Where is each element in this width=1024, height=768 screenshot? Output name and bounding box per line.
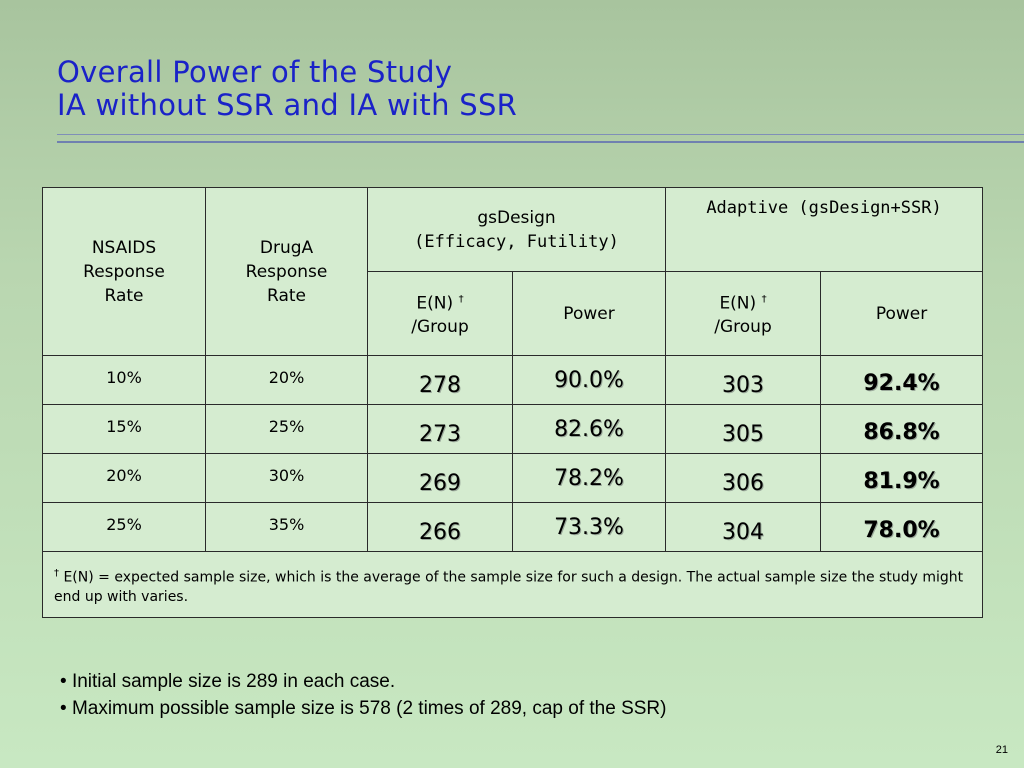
cell-nsaids: 15% xyxy=(42,404,206,454)
cell-ad-en: 305 xyxy=(665,404,822,454)
cell-ad-power: 86.8% xyxy=(820,404,984,454)
cell-gs-power: 78.2% xyxy=(511,453,667,503)
header-adaptive: Adaptive (gsDesign+SSR) xyxy=(665,187,984,272)
cell-ad-power: 78.0% xyxy=(820,502,984,552)
cell-druga: 35% xyxy=(205,502,368,552)
cell-gs-en: 278 xyxy=(367,355,513,405)
cell-druga: 30% xyxy=(205,453,368,503)
table-row: 25% 35% 266 73.3% 304 78.0% xyxy=(42,502,984,552)
cell-nsaids: 25% xyxy=(42,502,206,552)
bullet-item: • Maximum possible sample size is 578 (2… xyxy=(60,698,667,719)
cell-ad-en: 304 xyxy=(665,502,822,552)
table-row: 10% 20% 278 90.0% 303 92.4% xyxy=(42,355,984,405)
footnote-row: † E(N) = expected sample size, which is … xyxy=(41,551,984,618)
power-table: NSAIDS Response Rate DrugA Response Rate… xyxy=(41,187,984,618)
footnote-text: E(N) = expected sample size, which is th… xyxy=(54,569,964,605)
header-druga: DrugA Response Rate xyxy=(205,187,368,356)
cell-gs-power: 82.6% xyxy=(511,404,667,454)
page-number: 21 xyxy=(995,744,1008,756)
cell-druga: 25% xyxy=(205,404,368,454)
cell-nsaids: 10% xyxy=(42,355,206,405)
table-row: 20% 30% 269 78.2% 306 81.9% xyxy=(42,453,984,503)
cell-gs-en: 266 xyxy=(367,502,513,552)
header-gsdesign: gsDesign (Efficacy, Futility) xyxy=(366,187,667,272)
dagger-mark: † xyxy=(54,568,59,579)
cell-gs-en: 269 xyxy=(367,453,513,503)
cell-gs-en: 273 xyxy=(367,404,513,454)
cell-gs-power: 90.0% xyxy=(511,355,667,405)
cell-nsaids: 20% xyxy=(42,453,206,503)
header-ad-en: E(N) † /Group xyxy=(665,271,822,356)
table-row: 15% 25% 273 82.6% 305 86.8% xyxy=(42,404,984,454)
title-underline xyxy=(57,134,1024,143)
cell-gs-power: 73.3% xyxy=(511,502,667,552)
header-gs-en: E(N) † /Group xyxy=(367,271,513,356)
header-ad-power: Power xyxy=(820,271,984,356)
header-row-1: NSAIDS Response Rate DrugA Response Rate… xyxy=(42,187,984,356)
header-nsaids: NSAIDS Response Rate xyxy=(42,187,206,356)
cell-ad-power: 81.9% xyxy=(820,453,984,503)
footnote: † E(N) = expected sample size, which is … xyxy=(41,551,984,618)
title-line-1: Overall Power of the Study xyxy=(57,55,453,89)
header-gs-power: Power xyxy=(511,271,667,356)
bullet-item: • Initial sample size is 289 in each cas… xyxy=(60,671,396,692)
cell-ad-en: 306 xyxy=(665,453,822,503)
title-line-2: IA without SSR and IA with SSR xyxy=(57,88,518,122)
cell-ad-en: 303 xyxy=(665,355,822,405)
bullet-list: • Initial sample size is 289 in each cas… xyxy=(60,668,666,722)
slide-title: Overall Power of the Study IA without SS… xyxy=(57,56,517,122)
cell-ad-power: 92.4% xyxy=(820,355,984,405)
cell-druga: 20% xyxy=(205,355,368,405)
